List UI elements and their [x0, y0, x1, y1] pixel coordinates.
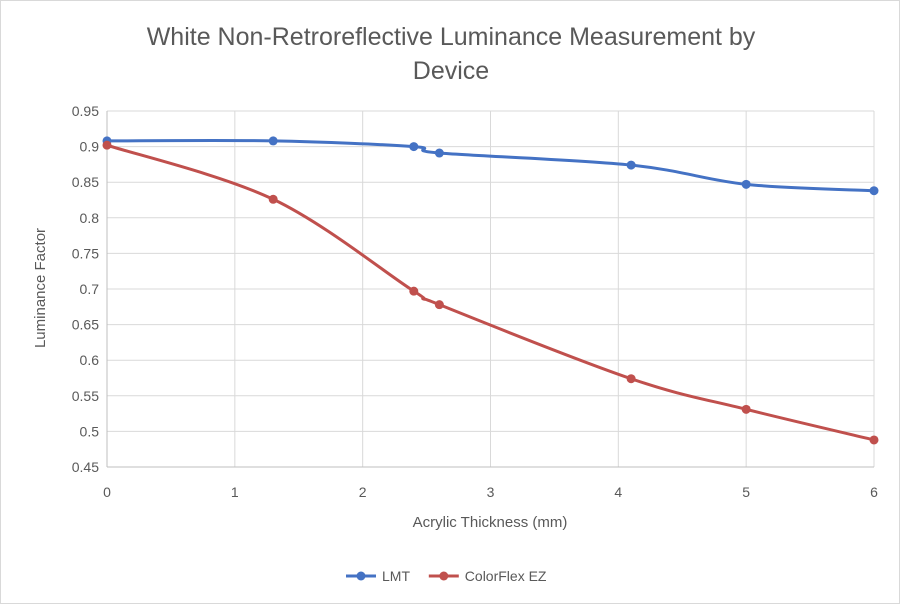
- x-tick-label: 4: [614, 484, 622, 500]
- data-point-colorflex-ez: [434, 300, 444, 310]
- data-point-lmt: [741, 179, 751, 189]
- series-lines: [102, 136, 879, 445]
- data-point-colorflex-ez: [268, 194, 278, 204]
- x-tick-label: 0: [103, 484, 111, 500]
- legend: LMT ColorFlex EZ: [346, 568, 547, 584]
- data-point-colorflex-ez: [102, 140, 112, 150]
- x-tick-label: 6: [870, 484, 878, 500]
- axes: [106, 111, 874, 468]
- legend-swatch-marker: [356, 571, 366, 581]
- legend-item-lmt: LMT: [346, 568, 410, 584]
- data-point-lmt: [434, 148, 444, 158]
- chart-title: White Non-Retroreflective Luminance Meas…: [147, 23, 756, 85]
- legend-label: ColorFlex EZ: [465, 568, 547, 584]
- legend-item-colorflex-ez: ColorFlex EZ: [428, 568, 547, 584]
- y-tick-label: 0.55: [72, 388, 99, 404]
- data-point-colorflex-ez: [409, 286, 419, 296]
- y-axis-title: Luminance Factor: [32, 228, 49, 348]
- y-tick-label: 0.45: [72, 459, 99, 475]
- y-tick-label: 0.95: [72, 103, 99, 119]
- y-tick-label: 0.85: [72, 174, 99, 190]
- tick-labels: 0.45 0.5 0.55 0.6 0.65 0.7 0.75 0.8 0.85 0.9 0.95 0…: [72, 103, 878, 500]
- x-tick-label: 2: [359, 484, 367, 500]
- legend-swatch-marker: [439, 571, 449, 581]
- data-point-lmt: [869, 186, 879, 196]
- data-point-lmt: [409, 142, 419, 152]
- y-tick-label: 0.7: [80, 281, 100, 297]
- x-tick-label: 3: [487, 484, 495, 500]
- x-tick-label: 1: [231, 484, 239, 500]
- data-point-lmt: [268, 136, 278, 146]
- y-tick-label: 0.6: [80, 352, 100, 368]
- data-point-colorflex-ez: [626, 374, 636, 384]
- data-point-lmt: [626, 160, 636, 170]
- series-colorflex-ez: [102, 140, 879, 445]
- data-point-colorflex-ez: [869, 435, 879, 445]
- y-tick-label: 0.9: [80, 139, 100, 155]
- x-axis-title: Acrylic Thickness (mm): [413, 514, 568, 531]
- x-tick-label: 5: [742, 484, 750, 500]
- legend-label: LMT: [382, 568, 410, 584]
- y-tick-label: 0.8: [80, 210, 100, 226]
- chart-title-line-2: Device: [413, 57, 489, 85]
- y-tick-label: 0.65: [72, 317, 99, 333]
- y-tick-label: 0.75: [72, 245, 99, 261]
- chart-title-line-1: White Non-Retroreflective Luminance Meas…: [147, 23, 756, 51]
- series-lmt: [102, 136, 879, 196]
- y-tick-label: 0.5: [80, 423, 100, 439]
- data-point-colorflex-ez: [741, 404, 751, 414]
